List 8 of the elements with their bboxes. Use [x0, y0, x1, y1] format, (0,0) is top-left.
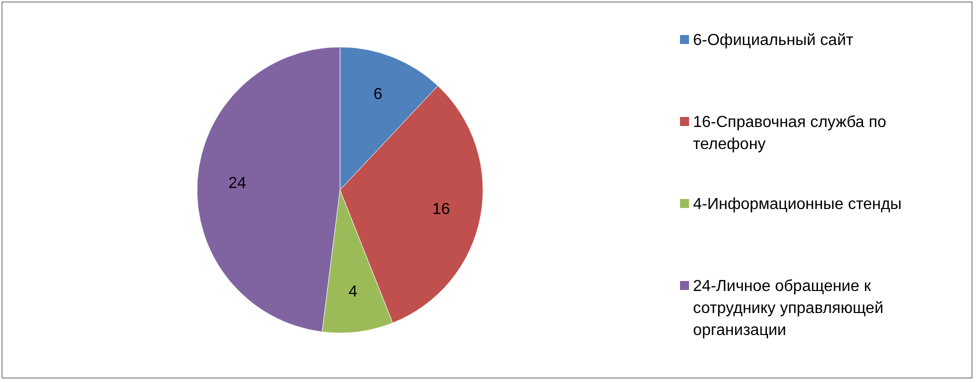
data-label: 4	[348, 284, 358, 301]
data-label: 6	[373, 86, 382, 103]
legend-label: 6-Официальный сайт	[693, 32, 854, 48]
legend-label: 4-Информационные стенды	[693, 196, 902, 212]
data-label: 16	[432, 200, 450, 218]
legend-label: 24-Личное обращение к сотруднику управляющей организации	[693, 278, 884, 338]
data-label: 24	[228, 175, 246, 192]
legend-label: 16-Справочная служба по телефону	[693, 114, 886, 152]
